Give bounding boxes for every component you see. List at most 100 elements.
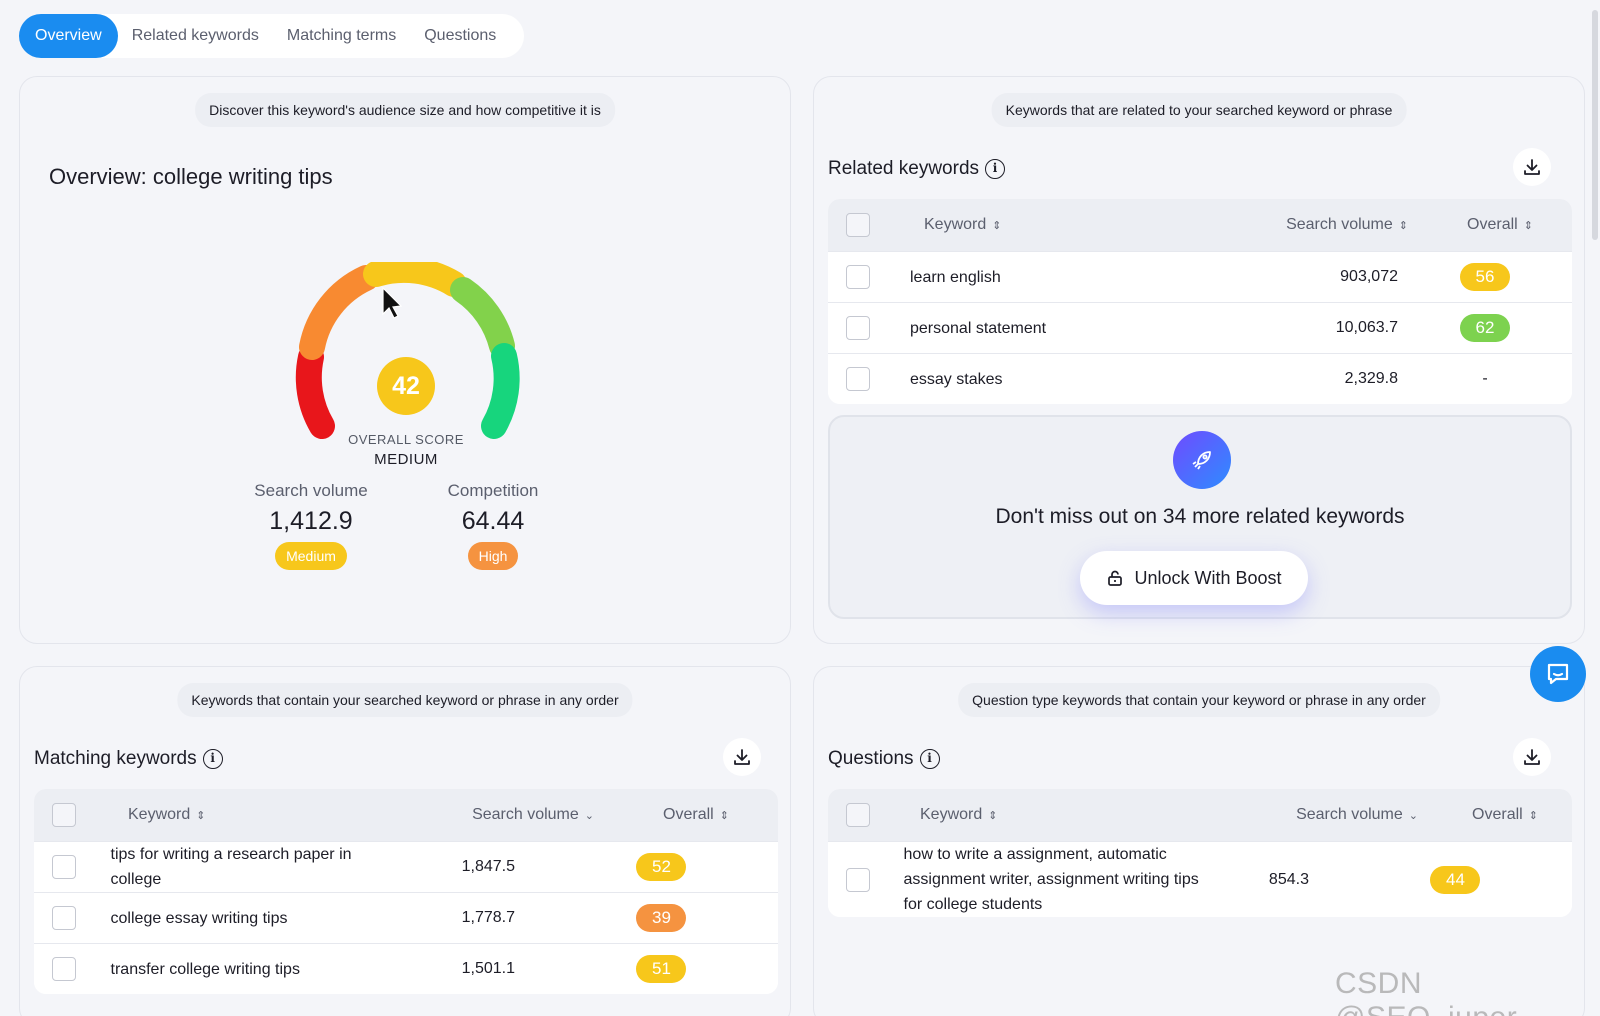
tab-questions[interactable]: Questions <box>424 27 497 44</box>
overall-score-badge: 51 <box>636 955 687 983</box>
sort-icon: ⇕ <box>1398 220 1408 232</box>
table-row[interactable]: how to write a assignment, automatic ass… <box>828 841 1572 917</box>
row-checkbox[interactable] <box>52 906 76 930</box>
related-table: Keyword ⇕ Search volume ⇕ Overall ⇕ learn e… <box>828 199 1572 404</box>
scrollbar[interactable] <box>1590 0 1600 1016</box>
row-overall-cell: 51 <box>545 955 778 983</box>
col-search-volume[interactable]: Search volume ⌄ <box>472 806 594 823</box>
row-search-volume: 10,063.7 <box>1335 319 1398 336</box>
table-row[interactable]: transfer college writing tips 1,501.1 51 <box>34 943 778 994</box>
sort-icon: ⇕ <box>992 220 1002 232</box>
select-all-checkbox[interactable] <box>52 803 76 827</box>
gauge-segment-green <box>481 343 520 439</box>
col-keyword[interactable]: Keyword ⇕ <box>920 806 998 823</box>
row-search-volume: 1,847.5 <box>461 858 515 875</box>
overall-score-badge: 62 <box>1460 314 1510 342</box>
info-icon[interactable]: i <box>919 749 940 769</box>
col-search-volume[interactable]: Search volume ⌄ <box>1296 806 1418 823</box>
unlock-boost-button[interactable]: Unlock With Boost <box>1080 551 1308 605</box>
row-checkbox[interactable] <box>52 855 76 879</box>
col-keyword[interactable]: Keyword ⇕ <box>128 806 206 823</box>
tab-matching-terms[interactable]: Matching terms <box>286 27 397 44</box>
row-keyword[interactable]: learn english <box>910 268 1001 286</box>
row-checkbox[interactable] <box>846 867 870 892</box>
row-keyword[interactable]: tips for writing a research paper in col… <box>110 846 352 888</box>
row-checkbox[interactable] <box>846 265 870 289</box>
cursor-icon <box>382 286 403 319</box>
watermark: CSDN @SEO_juper <box>1335 967 1517 1016</box>
table-row[interactable]: college essay writing tips 1,778.7 39 <box>34 892 778 943</box>
questions-download-button[interactable] <box>1513 738 1551 776</box>
lock-icon <box>1108 570 1123 586</box>
unlock-boost-label: Unlock With Boost <box>1134 567 1282 588</box>
gauge-segment-red <box>295 344 335 439</box>
score-gauge <box>295 262 520 439</box>
chevron-down-icon: ⌄ <box>1408 810 1418 822</box>
download-icon <box>1524 159 1540 175</box>
gauge-segment-yellow <box>363 262 467 297</box>
row-checkbox[interactable] <box>846 316 870 340</box>
matching-download-button[interactable] <box>723 738 761 776</box>
row-keyword[interactable]: essay stakes <box>910 370 1003 388</box>
row-search-volume: 2,329.8 <box>1344 370 1398 387</box>
tab-overview[interactable]: Overview <box>19 14 118 58</box>
boost-upsell: Don't miss out on 34 more related keywor… <box>828 415 1572 619</box>
questions-table: Keyword ⇕ Search volume ⌄ Overall ⇕ how to … <box>828 789 1572 917</box>
overview-panel: Discover this keyword's audience size an… <box>19 76 791 644</box>
info-icon[interactable]: i <box>985 159 1006 179</box>
table-row[interactable]: tips for writing a research paper in col… <box>34 841 778 892</box>
questions-panel: Question type keywords that contain your… <box>813 666 1585 1016</box>
chat-icon <box>1547 663 1569 685</box>
search-volume-value: 1,412.9 <box>269 507 353 535</box>
questions-hint: Question type keywords that contain your… <box>958 683 1440 717</box>
col-keyword[interactable]: Keyword ⇕ <box>924 216 1002 233</box>
row-overall-cell: 52 <box>545 853 778 881</box>
table-row[interactable]: learn english 903,072 56 <box>828 251 1572 302</box>
overall-score-badge: 56 <box>1460 263 1510 291</box>
col-search-volume[interactable]: Search volume ⇕ <box>1286 216 1408 233</box>
col-overall[interactable]: Overall ⇕ <box>663 806 729 823</box>
competition-label: Competition <box>447 481 539 500</box>
page-title: Overview: college writing tips <box>49 164 333 189</box>
table-row[interactable]: personal statement 10,063.7 62 <box>828 302 1572 353</box>
row-overall-cell: - <box>1398 370 1572 388</box>
overall-score-empty: - <box>1482 370 1488 387</box>
select-all-checkbox[interactable] <box>846 803 870 827</box>
sort-icon: ⇕ <box>988 810 998 822</box>
gauge-segment-orange <box>299 265 379 360</box>
matching-table: Keyword ⇕ Search volume ⌄ Overall ⇕ tips fo… <box>34 789 778 994</box>
matching-title: Matching keywords <box>34 748 197 769</box>
row-search-volume: 854.3 <box>1268 870 1309 888</box>
download-icon <box>1524 749 1540 765</box>
chat-button[interactable] <box>1530 646 1586 702</box>
related-download-button[interactable] <box>1513 148 1551 186</box>
boost-message: Don't miss out on 34 more related keywor… <box>995 505 1405 528</box>
overall-score-badge: 39 <box>636 904 687 932</box>
questions-title-wrap: Questions i <box>828 748 940 770</box>
row-keyword[interactable]: college essay writing tips <box>110 909 288 927</box>
search-volume-badge: Medium <box>275 542 347 570</box>
row-keyword[interactable]: personal statement <box>910 319 1047 337</box>
questions-title: Questions <box>828 748 914 769</box>
overall-score-level: MEDIUM <box>374 451 438 468</box>
col-overall[interactable]: Overall ⇕ <box>1467 216 1533 233</box>
col-overall[interactable]: Overall ⇕ <box>1472 806 1538 823</box>
row-overall-cell: 44 <box>1339 865 1572 894</box>
select-all-checkbox[interactable] <box>846 213 870 237</box>
row-keyword[interactable]: transfer college writing tips <box>110 960 300 978</box>
download-icon <box>734 749 750 765</box>
info-icon[interactable]: i <box>202 749 223 769</box>
sort-icon: ⇕ <box>1528 810 1538 822</box>
scrollbar-thumb[interactable] <box>1592 10 1598 240</box>
related-table-header: Keyword ⇕ Search volume ⇕ Overall ⇕ <box>828 199 1572 251</box>
tab-related-keywords[interactable]: Related keywords <box>131 27 259 44</box>
row-search-volume: 1,501.1 <box>461 960 515 977</box>
matching-table-header: Keyword ⇕ Search volume ⌄ Overall ⇕ <box>34 789 778 841</box>
row-keyword[interactable]: how to write a assignment, automatic ass… <box>903 846 1199 913</box>
row-checkbox[interactable] <box>846 367 870 391</box>
table-row[interactable]: essay stakes 2,329.8 - <box>828 353 1572 404</box>
sort-icon: ⇕ <box>196 810 206 822</box>
rocket-icon <box>1173 431 1231 489</box>
search-volume-label: Search volume <box>254 481 368 500</box>
row-checkbox[interactable] <box>52 957 76 981</box>
